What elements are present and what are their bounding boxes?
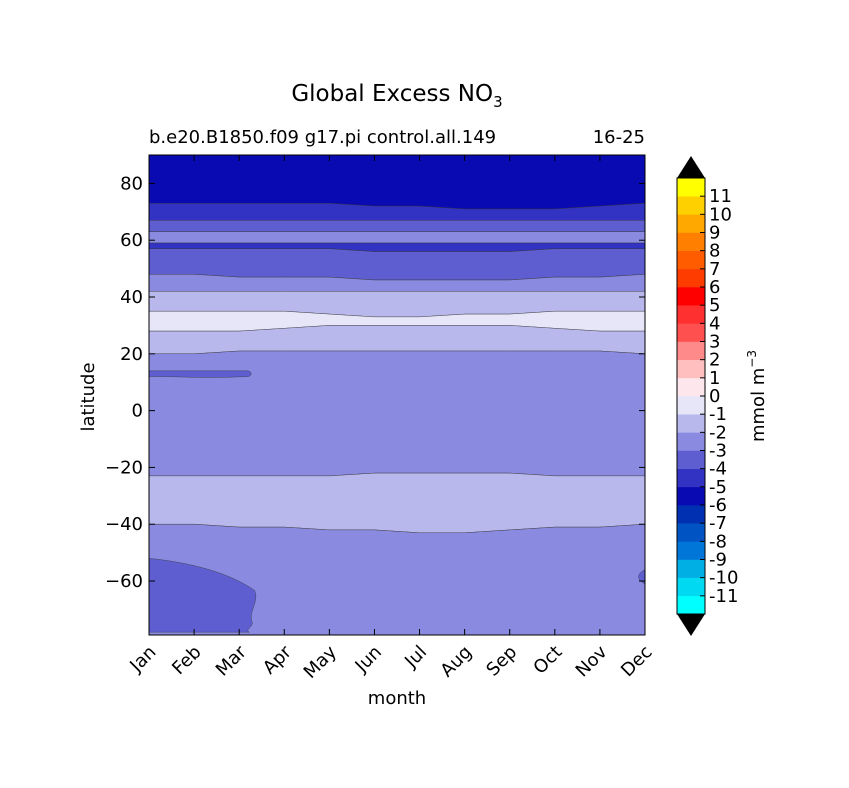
colorbar-tick-label--5: -5 bbox=[709, 477, 727, 498]
colorbar-segment-10 bbox=[677, 414, 705, 433]
colorbar-tick-label-0: 0 bbox=[709, 386, 720, 407]
y-tick-label-40: 40 bbox=[120, 287, 143, 308]
chart-subtitle-left: b.e20.B1850.f09 g17.pi control.all.149 bbox=[149, 127, 496, 148]
colorbar-segment-18 bbox=[677, 268, 705, 288]
x-axis-label: month bbox=[368, 688, 426, 709]
colorbar-segment-16 bbox=[677, 305, 705, 324]
colorbar-segment-2 bbox=[677, 559, 705, 578]
y-tick-label-0: 0 bbox=[132, 401, 143, 422]
colorbar-segment-6 bbox=[677, 486, 705, 506]
colorbar-segment-15 bbox=[677, 323, 705, 342]
colorbar-tick-label-10: 10 bbox=[709, 204, 732, 225]
chart-title-subscript: 3 bbox=[493, 93, 503, 111]
colorbar-tick-label-4: 4 bbox=[709, 313, 720, 334]
y-tick-label--40: −40 bbox=[105, 514, 143, 535]
colorbar-tick-label-11: 11 bbox=[709, 186, 732, 207]
colorbar-tick-label-8: 8 bbox=[709, 241, 720, 262]
contour-band-5 bbox=[148, 248, 646, 281]
colorbar-segment-0 bbox=[677, 595, 705, 615]
contour-band-0 bbox=[148, 154, 646, 210]
y-axis-label: latitude bbox=[78, 362, 99, 431]
colorbar-extend-bottom bbox=[677, 614, 705, 636]
contour-patch-tropical-streak bbox=[148, 370, 252, 378]
colorbar-segment-22 bbox=[677, 196, 705, 215]
y-tick-label-60: 60 bbox=[120, 230, 143, 251]
colorbar-segment-9 bbox=[677, 432, 705, 451]
y-axis: 80 60 40 20 0 −20 −40 −60 bbox=[105, 173, 645, 592]
colorbar-tick-label--4: -4 bbox=[709, 459, 727, 480]
plot-frame bbox=[148, 154, 646, 636]
colorbar-tick-label--2: -2 bbox=[709, 422, 727, 443]
contour-band-2 bbox=[148, 220, 646, 232]
y-tick-label-80: 80 bbox=[120, 173, 143, 194]
chart-title: Global Excess NO3 bbox=[291, 81, 502, 111]
colorbar-label: mmol m−3 bbox=[745, 350, 769, 442]
colorbar-tick-label--7: -7 bbox=[709, 513, 727, 534]
colorbar-segment-8 bbox=[677, 450, 705, 469]
colorbar-segment-14 bbox=[677, 341, 705, 360]
contour-band-10 bbox=[148, 350, 646, 477]
colorbar-tick-label--1: -1 bbox=[709, 404, 727, 425]
contour-band-3 bbox=[148, 231, 646, 244]
contour-plot-area bbox=[148, 154, 646, 636]
colorbar-segment-12 bbox=[677, 377, 705, 397]
colorbar-segment-5 bbox=[677, 505, 705, 524]
colorbar-label-superscript: −3 bbox=[745, 350, 759, 368]
colorbar-tick-label-9: 9 bbox=[709, 223, 720, 244]
colorbar-extend-top bbox=[677, 156, 705, 178]
colorbar-segment-3 bbox=[677, 541, 705, 560]
colorbar-tick-label--6: -6 bbox=[709, 495, 727, 516]
colorbar-segment-20 bbox=[677, 232, 705, 251]
colorbar-segment-13 bbox=[677, 359, 705, 379]
colorbar-tick-label-3: 3 bbox=[709, 332, 720, 353]
y-tick-label--60: −60 bbox=[105, 571, 143, 592]
colorbar-segment-21 bbox=[677, 214, 705, 233]
colorbar-segment-23 bbox=[677, 178, 705, 197]
colorbar-tick-label-7: 7 bbox=[709, 259, 720, 280]
colorbar-segment-7 bbox=[677, 468, 705, 488]
colorbar-tick-label--11: -11 bbox=[709, 586, 738, 607]
colorbar-tick-label-5: 5 bbox=[709, 295, 720, 316]
contour-patch-south-west bbox=[148, 558, 257, 633]
chart-subtitle-right: 16-25 bbox=[593, 127, 645, 148]
colorbar-segment-19 bbox=[677, 250, 705, 270]
colorbar-segment-11 bbox=[677, 396, 705, 415]
colorbar-segment-17 bbox=[677, 287, 705, 306]
contour-band-11 bbox=[148, 472, 646, 533]
colorbar-tick-label--3: -3 bbox=[709, 441, 727, 462]
colorbar-tick-label--10: -10 bbox=[709, 568, 738, 589]
colorbar-tick-label-2: 2 bbox=[709, 350, 720, 371]
colorbar-segment-1 bbox=[677, 577, 705, 597]
colorbar-segment-4 bbox=[677, 523, 705, 542]
y-tick-label-20: 20 bbox=[120, 344, 143, 365]
colorbar-tick-label--9: -9 bbox=[709, 550, 727, 571]
y-tick-label--20: −20 bbox=[105, 457, 143, 478]
colorbar-tick-label-1: 1 bbox=[709, 368, 720, 389]
colorbar-tick-label--8: -8 bbox=[709, 531, 727, 552]
colorbar-tick-label-6: 6 bbox=[709, 277, 720, 298]
